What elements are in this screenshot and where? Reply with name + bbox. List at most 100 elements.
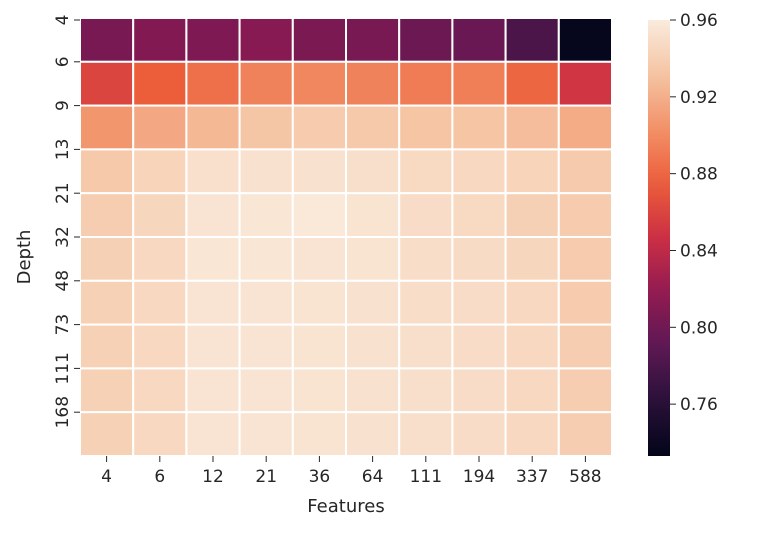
heatmap-cell [185,104,241,151]
heatmap-cell [238,236,294,282]
heatmap-cell [557,323,613,370]
heatmap-cell [79,367,135,414]
colorbar-tick-label: 0.88 [680,165,718,185]
colorbar-ticks: 0.76 0.80 0.84 0.88 0.92 0.96 [670,11,718,415]
heatmap-cell [557,17,613,63]
heatmap-cell [132,323,188,370]
heatmap-cell [291,236,347,282]
heatmap-cell [504,323,560,370]
heatmap-cell [398,411,454,458]
x-tick-label: 111 [410,467,442,487]
heatmap-cell [185,192,241,238]
heatmap-cell [398,104,454,151]
x-tick-label: 36 [309,467,331,487]
colorbar-tick-label: 0.76 [680,395,718,415]
heatmap-cell [451,148,507,195]
heatmap-cell [557,192,613,238]
heatmap-cell [557,411,613,458]
heatmap-cell [345,367,401,414]
heatmap-cell [291,323,347,370]
heatmap-cell [79,279,135,326]
heatmap-cell [504,17,560,63]
y-tick-label: 168 [53,396,73,428]
x-axis-label: Features [307,496,384,517]
heatmap-cell [345,192,401,238]
x-tick-label: 194 [463,467,495,487]
heatmap-cell [291,192,347,238]
heatmap-cell [451,60,507,107]
heatmap-cell [79,323,135,370]
heatmap-cell [79,236,135,282]
y-tick-label: 13 [53,139,73,161]
heatmap-cell [345,104,401,151]
colorbar [648,20,670,456]
heatmap-cell [345,17,401,63]
y-tick-label: 4 [53,15,73,26]
x-tick-label: 337 [516,467,548,487]
heatmap-cell [185,148,241,195]
heatmap-cell [79,411,135,458]
y-tick-label: 6 [53,56,73,67]
x-tick-label: 588 [569,467,601,487]
heatmap-cell [557,367,613,414]
heatmap-cell [398,367,454,414]
y-tick-label: 48 [53,270,73,292]
colorbar-tick-label: 0.84 [680,241,718,261]
heatmap-cell [185,323,241,370]
heatmap-cell [238,411,294,458]
heatmap-cell [557,148,613,195]
heatmap-cell [451,323,507,370]
y-tick-label: 32 [53,226,73,248]
heatmap-cell [345,148,401,195]
heatmap-cell [185,17,241,63]
y-tick-label: 73 [53,314,73,336]
heatmap-cell [345,279,401,326]
heatmap-cell [132,192,188,238]
y-tick-label: 21 [53,182,73,204]
y-axis-label: Depth [14,230,35,285]
heatmap-cell [345,411,401,458]
heatmap-cell [451,192,507,238]
heatmap-cell [504,192,560,238]
heatmap-cell [238,148,294,195]
heatmap-cell [345,323,401,370]
x-tick-label: 12 [202,467,224,487]
x-tick-label: 64 [362,467,384,487]
heatmap-cell [132,279,188,326]
heatmap-cell [238,104,294,151]
heatmap-cell [238,323,294,370]
heatmap-cell [79,17,135,63]
heatmap-cell [132,236,188,282]
heatmap-cell [238,17,294,63]
x-tick-label: 21 [255,467,277,487]
heatmap-cell [185,236,241,282]
colorbar-tick-label: 0.80 [680,318,718,338]
heatmap-cell [451,17,507,63]
heatmap-cell [451,411,507,458]
heatmap-cell [238,192,294,238]
heatmap-cell [185,60,241,107]
heatmap-cell [291,17,347,63]
heatmap-cell [238,60,294,107]
heatmap-cell [291,411,347,458]
heatmap-cell [345,60,401,107]
heatmap-cell [451,367,507,414]
heatmap-cell [504,367,560,414]
heatmap-cell [504,60,560,107]
y-tick-label: 111 [53,352,73,384]
heatmap-cell [504,148,560,195]
heatmap-cell [291,148,347,195]
heatmap-cell [398,192,454,238]
heatmap-cell [557,104,613,151]
x-tick-label: 4 [101,467,112,487]
heatmap-cell [291,279,347,326]
heatmap-cell [132,367,188,414]
heatmap-cell [291,104,347,151]
heatmap-cell [398,323,454,370]
heatmap-cell [451,236,507,282]
heatmap-cell [79,60,135,107]
heatmap-cell [398,60,454,107]
heatmap-cell [185,411,241,458]
heatmap-cell [79,192,135,238]
